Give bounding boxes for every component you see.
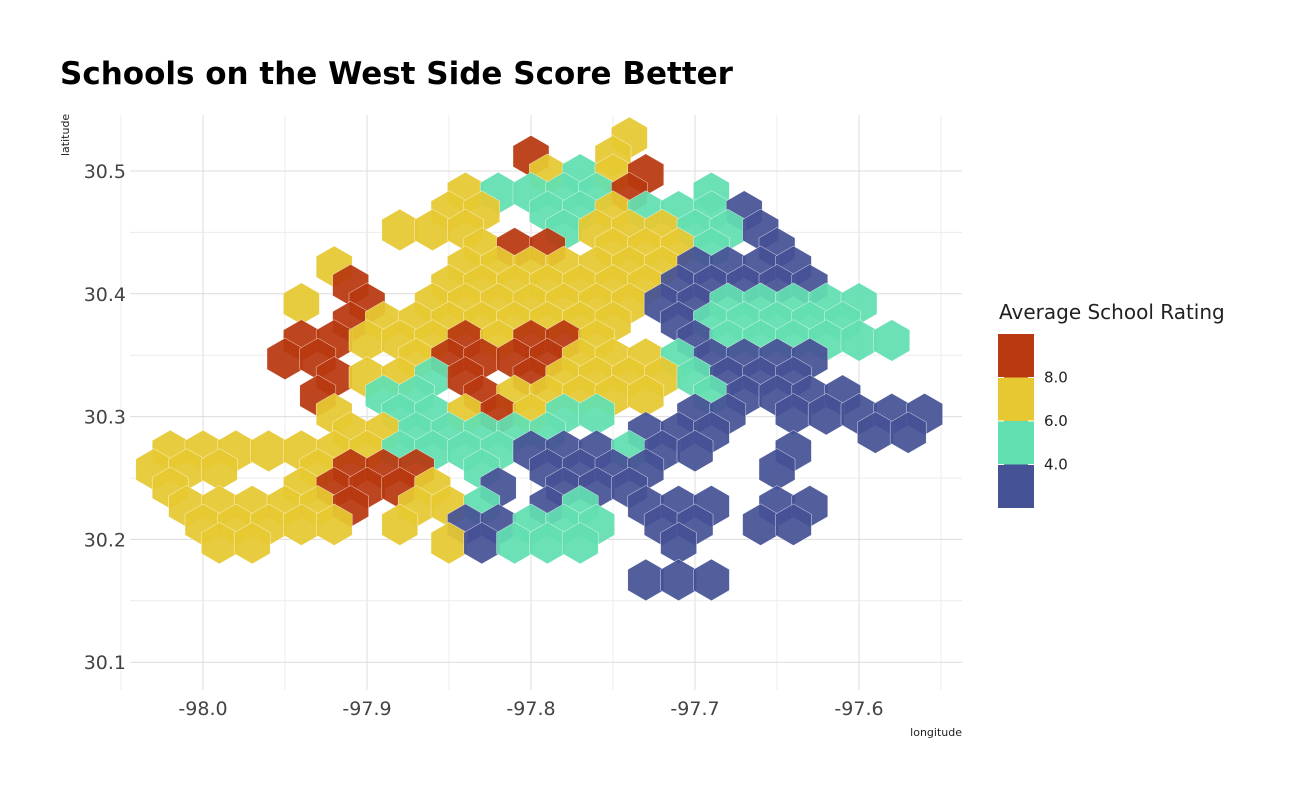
hex-cell (233, 522, 271, 565)
hex-cell (315, 503, 353, 546)
hex-cell (381, 503, 419, 546)
y-tick-label: 30.1 (84, 652, 126, 674)
hex-cell (889, 411, 927, 454)
hex-cell (627, 558, 665, 601)
legend-color-bin (998, 421, 1034, 465)
y-axis-label: latitude (59, 114, 72, 156)
hex-cell (660, 558, 697, 601)
legend-label: 4.0 (1044, 456, 1068, 474)
x-axis-ticks: -98.0 -97.9 -97.8 -97.7 -97.6 (178, 698, 883, 720)
x-tick-label: -97.7 (670, 698, 719, 720)
x-axis-label: longitude (910, 726, 962, 739)
legend: Average School Rating 8.0 6.0 4.0 (998, 300, 1225, 508)
chart-title: Schools on the West Side Score Better (60, 56, 734, 92)
legend-title: Average School Rating (999, 300, 1225, 324)
x-tick-label: -97.6 (834, 698, 883, 720)
x-tick-label: -97.8 (506, 698, 555, 720)
x-tick-label: -97.9 (342, 698, 391, 720)
legend-color-bin (998, 464, 1034, 508)
hex-cell (283, 282, 320, 325)
x-tick-label: -98.0 (178, 698, 227, 720)
y-tick-label: 30.2 (84, 529, 126, 551)
y-tick-label: 30.4 (84, 284, 126, 306)
hex-cell (775, 503, 812, 546)
hex-cell (693, 558, 730, 601)
legend-label: 6.0 (1044, 412, 1068, 430)
y-tick-label: 30.5 (84, 161, 126, 183)
hexbin-cells (135, 116, 943, 601)
hex-cell (873, 319, 911, 362)
hex-cell (676, 429, 714, 473)
hex-cell (381, 208, 419, 251)
legend-color-bin (998, 334, 1034, 378)
legend-label: 8.0 (1044, 369, 1068, 387)
y-tick-label: 30.3 (84, 407, 126, 429)
hex-cell (250, 429, 287, 473)
hex-cell (561, 522, 599, 565)
y-axis-ticks: 30.1 30.2 30.3 30.4 30.5 (84, 161, 126, 674)
legend-color-bin (998, 377, 1034, 421)
